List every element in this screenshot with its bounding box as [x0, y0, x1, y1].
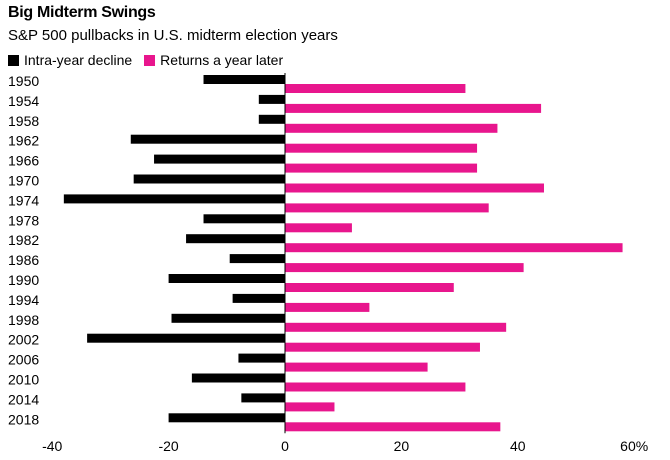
- category-label-1958: 1958: [8, 113, 39, 129]
- bar-decline-1966: [154, 154, 285, 164]
- bar-decline-2006: [238, 353, 285, 363]
- bar-return-2018: [285, 422, 501, 432]
- bar-return-1974: [285, 203, 489, 213]
- legend-swatch-returns: [144, 54, 156, 66]
- legend-item-returns: Returns a year later: [144, 52, 283, 68]
- legend: Intra-year decline Returns a year later: [8, 52, 295, 68]
- category-label-1982: 1982: [8, 232, 39, 248]
- bar-return-1982: [285, 243, 623, 253]
- bar-decline-1986: [229, 254, 285, 264]
- bar-decline-1990: [168, 274, 285, 283]
- bar-decline-1970: [133, 174, 285, 184]
- legend-item-decline: Intra-year decline: [8, 52, 132, 68]
- bar-decline-2014: [241, 393, 285, 403]
- bar-return-1994: [285, 302, 370, 312]
- bar-return-1986: [285, 263, 524, 273]
- category-label-1954: 1954: [8, 93, 39, 109]
- bar-decline-1994: [232, 293, 285, 303]
- category-label-2006: 2006: [8, 352, 39, 368]
- category-label-1998: 1998: [8, 312, 39, 328]
- bar-return-1998: [285, 322, 507, 332]
- x-tick-label: 40: [510, 438, 526, 454]
- category-label-2014: 2014: [8, 391, 39, 407]
- category-label-2018: 2018: [8, 411, 39, 427]
- bar-decline-1982: [186, 234, 285, 244]
- bar-decline-1962: [130, 134, 285, 144]
- category-label-1970: 1970: [8, 173, 39, 189]
- category-label-1966: 1966: [8, 153, 39, 169]
- x-tick-label: 60%: [620, 438, 648, 454]
- category-label-1990: 1990: [8, 272, 39, 288]
- bar-decline-1950: [203, 75, 285, 84]
- category-label-2002: 2002: [8, 332, 39, 348]
- bar-return-1958: [285, 123, 498, 133]
- bar-return-2010: [285, 382, 466, 392]
- legend-label-decline: Intra-year decline: [24, 52, 133, 68]
- x-tick-label: 20: [394, 438, 410, 454]
- bar-return-2014: [285, 402, 335, 412]
- bar-return-1950: [285, 84, 466, 93]
- bar-decline-1978: [203, 214, 285, 224]
- bar-decline-1954: [258, 94, 285, 104]
- bar-return-2006: [285, 362, 428, 372]
- chart-subtitle: S&P 500 pullbacks in U.S. midterm electi…: [8, 27, 338, 44]
- bar-return-1962: [285, 143, 478, 153]
- bar-return-1978: [285, 223, 352, 233]
- bar-decline-1974: [63, 194, 286, 204]
- category-label-1986: 1986: [8, 252, 39, 268]
- category-label-2010: 2010: [8, 372, 39, 388]
- category-label-1994: 1994: [8, 292, 39, 308]
- x-tick-label: 0: [281, 438, 289, 454]
- category-label-1962: 1962: [8, 133, 39, 149]
- bar-return-1970: [285, 183, 544, 193]
- bar-decline-1958: [258, 114, 285, 124]
- category-label-1950: 1950: [8, 73, 39, 89]
- bar-return-1990: [285, 283, 454, 292]
- legend-swatch-decline: [8, 54, 19, 66]
- category-label-1974: 1974: [8, 192, 39, 208]
- bar-decline-2018: [168, 413, 285, 423]
- bar-decline-2002: [87, 333, 286, 343]
- x-tick-label: -20: [158, 438, 178, 454]
- bar-decline-2010: [191, 373, 285, 383]
- category-label-1978: 1978: [8, 212, 39, 228]
- chart-title: Big Midterm Swings: [8, 4, 156, 21]
- bar-return-1966: [285, 163, 478, 173]
- bar-return-2002: [285, 342, 480, 352]
- bar-decline-1998: [171, 313, 285, 323]
- bar-return-1954: [285, 103, 542, 113]
- legend-label-returns: Returns a year later: [160, 52, 284, 68]
- x-tick-label: -40: [42, 438, 62, 454]
